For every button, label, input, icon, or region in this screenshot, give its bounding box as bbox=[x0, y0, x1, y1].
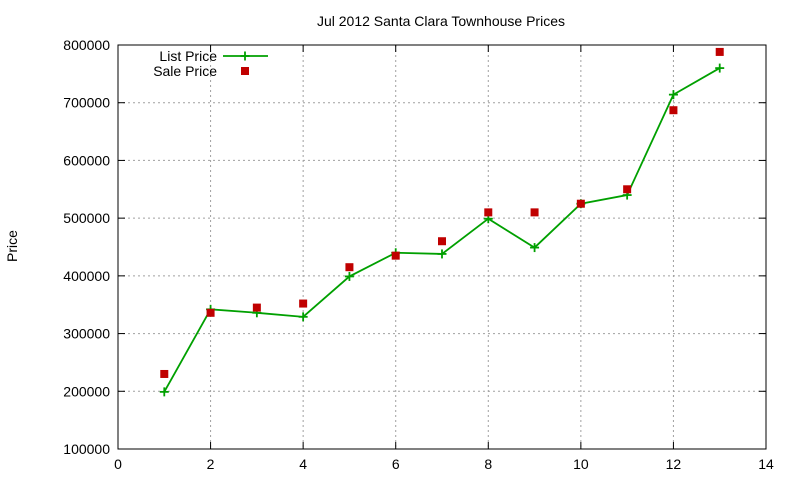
legend-label-list-price: List Price bbox=[159, 48, 217, 64]
y-axis-label: Price bbox=[4, 230, 20, 262]
x-tick-label: 14 bbox=[758, 456, 774, 472]
y-tick-label: 400000 bbox=[63, 268, 110, 284]
x-tick-label: 4 bbox=[299, 456, 307, 472]
legend-marker-list-price bbox=[240, 51, 250, 61]
y-tick-label: 100000 bbox=[63, 441, 110, 457]
data-point-list-price bbox=[715, 63, 725, 73]
x-tick-label: 2 bbox=[207, 456, 215, 472]
data-point-sale-price bbox=[623, 185, 632, 194]
data-point-list-price bbox=[159, 387, 169, 397]
y-tick-label: 600000 bbox=[63, 152, 110, 168]
x-tick-label: 8 bbox=[484, 456, 492, 472]
data-point-sale-price bbox=[530, 208, 539, 217]
data-point-list-price bbox=[344, 271, 354, 281]
axis-tick-labels: 0 2 4 6 8 10 12 14 100000 200000 300000 400000 50000… bbox=[63, 37, 774, 472]
plot-series bbox=[159, 47, 725, 397]
chart-title: Jul 2012 Santa Clara Townhouse Prices bbox=[317, 13, 565, 29]
data-point-sale-price bbox=[438, 237, 446, 246]
data-point-sale-price bbox=[576, 199, 585, 208]
x-tick-label: 10 bbox=[573, 456, 589, 472]
x-tick-label: 6 bbox=[392, 456, 400, 472]
y-tick-label: 200000 bbox=[63, 383, 110, 399]
x-tick-label: 12 bbox=[666, 456, 682, 472]
data-point-sale-price bbox=[160, 369, 169, 378]
grid-lines bbox=[118, 45, 766, 449]
data-point-list-price bbox=[437, 249, 447, 259]
y-tick-label: 500000 bbox=[63, 210, 110, 226]
data-point-sale-price bbox=[484, 208, 493, 217]
data-point-list-price bbox=[668, 90, 678, 100]
data-point-sale-price bbox=[299, 299, 308, 308]
y-tick-label: 700000 bbox=[63, 95, 110, 111]
data-point-sale-price bbox=[252, 303, 261, 312]
legend-label-sale-price: Sale Price bbox=[153, 63, 217, 79]
data-point-list-price bbox=[298, 312, 308, 322]
plot-frame bbox=[117, 44, 767, 450]
x-tick-label: 0 bbox=[114, 456, 122, 472]
data-point-sale-price bbox=[669, 106, 678, 115]
legend-marker-sale-price bbox=[241, 67, 249, 75]
data-point-sale-price bbox=[391, 251, 400, 260]
data-point-sale-price bbox=[715, 47, 724, 56]
data-point-list-price bbox=[530, 243, 540, 253]
series-sale-price bbox=[160, 47, 724, 378]
y-tick-label: 800000 bbox=[63, 37, 110, 53]
series-line-list-price bbox=[163, 67, 721, 393]
data-point-sale-price bbox=[345, 263, 354, 272]
y-tick-label: 300000 bbox=[63, 326, 110, 342]
series-list-price bbox=[159, 63, 725, 397]
data-point-sale-price bbox=[206, 308, 215, 317]
